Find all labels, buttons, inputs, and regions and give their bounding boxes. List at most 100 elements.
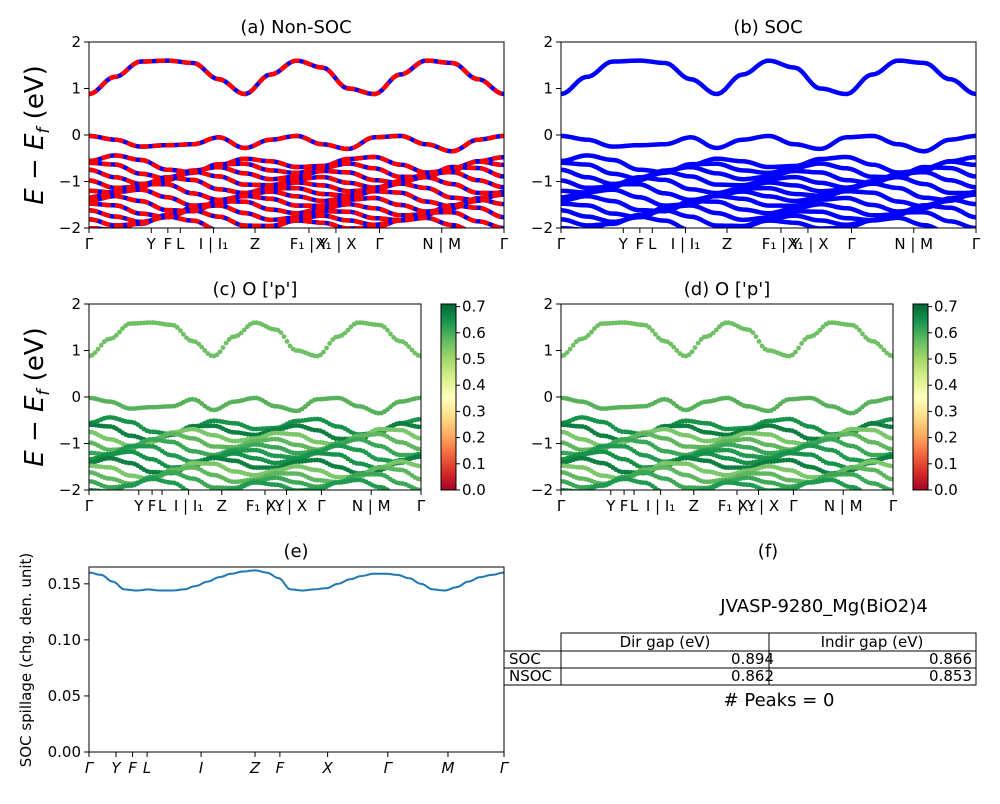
soc-band-7 [561, 181, 976, 203]
weight-point [342, 330, 348, 336]
weight-point [890, 416, 893, 422]
ytick-label: 0.00 [48, 743, 81, 761]
panel-e-plot: 0.150.100.050.00Γ Y F L I Z F X Γ M Γ [48, 566, 510, 777]
xtick-label: L [176, 235, 185, 253]
xtick-label: Z [689, 497, 699, 515]
weight-point [95, 346, 101, 352]
panel-c-title: (c) O ['p'] [213, 279, 298, 300]
weight-point [193, 490, 198, 495]
xtick-label: F [164, 235, 173, 253]
xtick-label: F₁ | Y [718, 497, 757, 515]
ytick-label: −2 [59, 219, 81, 237]
nonsoc-band-red-6 [89, 175, 504, 196]
panel-d-title: (d) O ['p'] [684, 279, 770, 300]
weight-point [890, 463, 893, 469]
colorbar-tick-label: 0.1 [934, 455, 958, 473]
xtick-label: Y [605, 497, 616, 515]
weight-point [869, 493, 874, 498]
weight-point [418, 416, 421, 422]
weight-point [662, 490, 667, 495]
spillage-line [88, 569, 505, 592]
weight-point [418, 353, 421, 359]
weight-point [710, 330, 716, 336]
xtick-label: Γ [557, 497, 566, 515]
xtick-label: Z [249, 759, 261, 777]
ytick-label: 0 [71, 126, 81, 144]
ytick-label: −1 [59, 435, 81, 453]
xtick-label: F₁ | Y [762, 235, 801, 253]
weight-point [686, 352, 692, 358]
weight-point [199, 491, 204, 496]
xtick-label: Γ [500, 759, 510, 777]
weight-point [416, 492, 421, 497]
nonsoc-band-red-0 [89, 58, 504, 97]
weight-point [324, 345, 329, 351]
xtick-label: L [630, 497, 639, 515]
colorbar-tick-label: 0.2 [934, 429, 958, 447]
weight-point [646, 325, 652, 330]
colorbar-c [440, 303, 457, 491]
ytick-label: 0.05 [48, 687, 81, 705]
weight-point [863, 491, 868, 496]
xtick-label: Γ [557, 235, 566, 253]
xtick-label: N | M [352, 497, 391, 515]
xtick-label: Y [133, 497, 144, 515]
weight-point [878, 344, 884, 349]
colorbar-tick-label: 0.2 [462, 429, 486, 447]
weight-point [278, 330, 284, 335]
soc-band-13 [561, 214, 940, 228]
weight-point [671, 344, 677, 350]
weight-point [888, 492, 893, 497]
panel-f-title: (f) [758, 541, 778, 562]
weight-point [406, 344, 412, 349]
weight-point [223, 340, 229, 346]
xtick-label: Γ [375, 235, 384, 253]
ytick-label: 1 [71, 342, 81, 360]
weight-point [890, 436, 893, 441]
xtick-label: X [321, 759, 333, 777]
material-id: JVASP-9280_Mg(BiO2)4 [719, 596, 927, 617]
weight-point [281, 334, 287, 339]
soc-band-0 [561, 58, 976, 97]
weight-point [753, 334, 759, 339]
panel-e-title: (e) [283, 541, 308, 562]
xtick-label: I | I₁ [199, 235, 228, 253]
weight-point [212, 493, 217, 498]
colorbar-tick-label: 0.5 [462, 350, 486, 368]
weight-point [394, 493, 399, 498]
y-label-sub: f [34, 125, 54, 134]
weight-point [418, 487, 421, 490]
weight-point [653, 331, 658, 337]
weight-point [220, 345, 226, 350]
gap-table: Dir gap (eV) Indir gap (eV) SOC 0.894 0.… [503, 632, 977, 686]
xtick-label: N | M [894, 235, 933, 253]
weight-point [406, 493, 411, 498]
weight-point [866, 493, 871, 498]
xtick-label: X₁ | X [738, 497, 779, 515]
weight-point [205, 493, 210, 498]
weight-point [759, 343, 765, 349]
table-header-dir: Dir gap (eV) [620, 633, 711, 651]
weight-point [567, 488, 573, 490]
bands-a [89, 58, 504, 228]
peaks-count: # Peaks = 0 [724, 690, 835, 711]
xtick-label: I | I₁ [646, 497, 675, 515]
weight-point [217, 349, 223, 355]
xtick-label: F₁ | Y [246, 497, 285, 515]
xtick-label: F [128, 759, 137, 777]
weight-point [327, 341, 332, 346]
ytick-label: 0 [71, 388, 81, 406]
weight-point [184, 487, 189, 490]
weight-point [793, 349, 798, 355]
ytick-label: −2 [531, 481, 553, 499]
weight-point [878, 493, 883, 498]
weight-point [196, 491, 201, 496]
weight-point [890, 454, 893, 460]
xtick-label: Γ [847, 235, 856, 253]
weight-point [284, 339, 290, 344]
axes-frame-e [88, 566, 505, 753]
